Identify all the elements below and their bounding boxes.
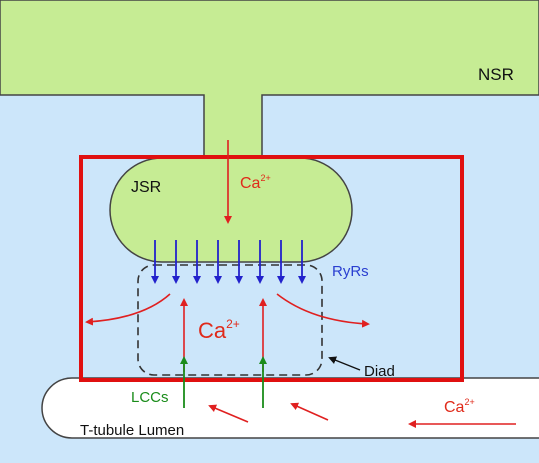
diad-pointer-arrow bbox=[328, 356, 361, 371]
ca-lumen-label: Ca2+ bbox=[444, 397, 475, 416]
ca-diad-base: Ca bbox=[198, 318, 227, 343]
ca-jsr-base: Ca bbox=[240, 175, 261, 192]
ca-efflux-right-arrow bbox=[276, 293, 370, 328]
ca-jsr-sup: 2+ bbox=[260, 173, 270, 183]
ca-diad-sup: 2+ bbox=[226, 317, 240, 331]
highlight-box bbox=[79, 155, 464, 382]
ryrs-label: RyRs bbox=[332, 263, 369, 280]
ca-lumen-sup: 2+ bbox=[464, 397, 474, 407]
ca-lumen-arrow-2 bbox=[290, 402, 329, 421]
diad-region bbox=[137, 264, 323, 376]
ca-jsr-label: Ca2+ bbox=[240, 173, 271, 192]
lccs-label: LCCs bbox=[131, 389, 169, 406]
ca-lumen-base: Ca bbox=[444, 399, 465, 416]
ryr-arrows bbox=[151, 240, 306, 284]
sarcoplasmic-reticulum-shape bbox=[0, 0, 539, 263]
t-tubule-lumen-label: T-tubule Lumen bbox=[80, 422, 184, 439]
diad-label: Diad bbox=[364, 363, 395, 380]
ca-diad-label: Ca2+ bbox=[198, 317, 240, 343]
ca-lumen-arrow-1 bbox=[208, 404, 249, 423]
ca-efflux-left-arrow bbox=[85, 293, 171, 326]
nsr-label: NSR bbox=[478, 65, 514, 84]
jsr-label: JSR bbox=[131, 179, 161, 196]
